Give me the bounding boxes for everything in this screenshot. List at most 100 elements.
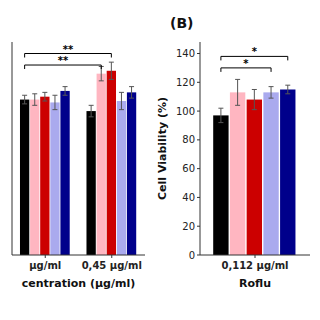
bar	[213, 115, 228, 255]
y-tick-label: 100	[176, 106, 195, 117]
error-bar	[218, 108, 223, 122]
y-axis-line	[200, 42, 201, 255]
error-cap	[109, 62, 114, 63]
y-tick	[197, 197, 200, 198]
panel-label: (B)	[170, 15, 193, 31]
error-bar	[22, 95, 27, 104]
chart: µg/ml0,45 µg/mlcentration (µg/ml)****020…	[0, 0, 320, 320]
y-tick-label: 0	[189, 250, 195, 261]
error-cap	[99, 80, 104, 81]
bar	[97, 74, 106, 255]
x-axis-label: Roflu	[239, 277, 271, 290]
x-tick-label: µg/ml	[29, 260, 61, 271]
panel: µg/ml0,45 µg/mlcentration (µg/ml)****	[12, 42, 145, 290]
error-cap	[285, 85, 290, 86]
error-bar	[52, 95, 57, 109]
error-cap	[63, 95, 68, 96]
error-cap	[129, 86, 134, 87]
error-cap	[119, 92, 124, 93]
error-cap	[235, 105, 240, 106]
error-line	[34, 94, 35, 106]
error-cap	[218, 122, 223, 123]
error-bar	[42, 92, 47, 101]
error-cap	[89, 116, 94, 117]
error-cap	[52, 95, 57, 96]
error-cap	[252, 89, 257, 90]
x-axis-line	[12, 255, 145, 256]
bar	[40, 97, 49, 255]
error-bar	[119, 92, 124, 109]
y-axis-label: Cell Viability (%)	[156, 97, 169, 200]
bars	[213, 79, 295, 255]
significance-label: **	[63, 44, 74, 55]
y-tick-label: 40	[182, 192, 195, 203]
error-bar	[285, 85, 290, 94]
error-cap	[32, 105, 37, 106]
y-tick-label: 60	[182, 163, 195, 174]
bar	[280, 89, 295, 255]
bar	[117, 101, 126, 255]
bar	[30, 100, 39, 255]
error-cap	[269, 98, 274, 99]
error-line	[44, 92, 45, 101]
error-cap	[32, 93, 37, 94]
y-tick	[197, 111, 200, 112]
error-cap	[269, 86, 274, 87]
significance-label: *	[252, 46, 258, 57]
error-cap	[42, 101, 47, 102]
error-line	[237, 79, 238, 105]
y-tick-label: 140	[176, 48, 195, 59]
bar	[60, 91, 69, 255]
y-tick-label: 120	[176, 77, 195, 88]
error-bar	[89, 105, 94, 117]
error-line	[121, 92, 122, 109]
y-axis-line	[12, 42, 13, 255]
error-bar	[32, 94, 37, 106]
error-bar	[109, 62, 114, 79]
error-line	[287, 85, 288, 94]
significance-label: **	[58, 55, 69, 66]
error-line	[111, 62, 112, 79]
error-cap	[119, 109, 124, 110]
x-tick	[45, 255, 46, 258]
x-axis-label: centration (µg/ml)	[22, 277, 135, 290]
error-line	[220, 108, 221, 122]
error-cap	[252, 109, 257, 110]
bar	[50, 102, 59, 255]
error-cap	[285, 93, 290, 94]
y-tick	[197, 53, 200, 54]
error-cap	[129, 98, 134, 99]
bar	[86, 111, 95, 255]
y-tick	[197, 139, 200, 140]
bar	[263, 92, 278, 255]
x-tick	[111, 255, 112, 258]
y-tick	[197, 82, 200, 83]
error-cap	[89, 105, 94, 106]
y-tick-label: 80	[182, 134, 195, 145]
error-bar	[269, 87, 274, 99]
error-cap	[52, 109, 57, 110]
error-bar	[63, 87, 68, 96]
x-tick-label: 0,112 µg/ml	[221, 260, 288, 271]
error-line	[91, 105, 92, 117]
error-cap	[63, 86, 68, 87]
significance-label: *	[243, 58, 249, 69]
error-line	[254, 89, 255, 109]
error-line	[54, 95, 55, 109]
error-line	[24, 95, 25, 104]
error-line	[271, 87, 272, 99]
bar	[127, 92, 136, 255]
error-bar	[235, 79, 240, 105]
bar	[247, 100, 262, 255]
error-cap	[235, 79, 240, 80]
error-bar	[129, 87, 134, 99]
y-tick	[197, 255, 200, 256]
error-cap	[22, 103, 27, 104]
bars	[20, 62, 136, 255]
bar	[107, 71, 116, 255]
y-tick-label: 20	[182, 221, 195, 232]
error-cap	[42, 92, 47, 93]
x-tick	[255, 255, 256, 258]
error-cap	[109, 79, 114, 80]
error-cap	[218, 108, 223, 109]
